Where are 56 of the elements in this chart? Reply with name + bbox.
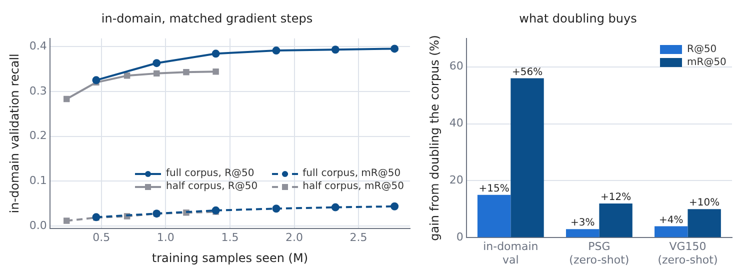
bar bbox=[688, 209, 721, 238]
x-tick-label: 2.5 bbox=[350, 230, 368, 244]
x-tick-label: 0.5 bbox=[92, 230, 110, 244]
data-label: +10% bbox=[689, 198, 720, 209]
bar bbox=[654, 226, 688, 238]
y-tick-label: 20 bbox=[449, 174, 464, 187]
legend-label: mR@50 bbox=[687, 57, 726, 68]
x-tick-label: PSG (zero-shot) bbox=[569, 240, 630, 266]
data-label: +15% bbox=[478, 184, 510, 195]
point bbox=[92, 76, 100, 84]
legend-label: full corpus, mR@50 bbox=[302, 168, 401, 180]
legend-label: R@50 bbox=[687, 44, 717, 56]
legend-label: half corpus, R@50 bbox=[166, 181, 258, 192]
bar bbox=[477, 194, 511, 238]
y-tick-label: 40 bbox=[449, 116, 464, 130]
point bbox=[154, 70, 160, 77]
point bbox=[124, 72, 130, 79]
point bbox=[331, 46, 340, 54]
x-tick-label: 1.0 bbox=[156, 230, 174, 244]
y-tick-label: 0 bbox=[456, 230, 464, 244]
point bbox=[152, 59, 161, 68]
point bbox=[390, 44, 399, 53]
chart-title: what doubling buys bbox=[519, 11, 637, 26]
legend-label: half corpus, mR@50 bbox=[302, 181, 404, 192]
y-tick-label: 0.0 bbox=[29, 219, 47, 232]
x-axis-title: training samples seen (M) bbox=[152, 250, 308, 265]
y-axis-title: gain from doubling the corpus (%) bbox=[427, 35, 442, 241]
y-tick-label: 0.2 bbox=[29, 129, 47, 142]
point bbox=[212, 50, 220, 58]
chart-title: in-domain, matched gradient steps bbox=[101, 11, 313, 26]
point bbox=[212, 68, 219, 75]
point bbox=[183, 68, 190, 76]
y-tick-label: 0.4 bbox=[29, 39, 47, 52]
y-axis-title: in-domain validation recall bbox=[7, 54, 22, 214]
x-tick-label: 1.5 bbox=[221, 230, 239, 244]
point bbox=[331, 203, 340, 212]
point bbox=[212, 206, 220, 214]
x-tick-label: in-domain val bbox=[483, 240, 538, 266]
x-tick-label: VG150 (zero-shot) bbox=[658, 240, 718, 266]
point bbox=[272, 46, 280, 55]
bar bbox=[599, 203, 632, 238]
x-tick-label: 2.0 bbox=[286, 230, 303, 244]
point bbox=[63, 96, 70, 102]
point bbox=[63, 218, 70, 224]
y-tick-label: 0.3 bbox=[29, 84, 47, 98]
legend-label: full corpus, R@50 bbox=[166, 168, 254, 180]
y-tick-label: 0.1 bbox=[29, 174, 47, 188]
data-label: +4% bbox=[659, 214, 684, 226]
data-label: +56% bbox=[512, 66, 543, 78]
point bbox=[272, 204, 280, 213]
bar bbox=[510, 78, 544, 238]
y-tick-label: 60 bbox=[449, 60, 464, 73]
data-label: +3% bbox=[570, 218, 595, 229]
data-label: +12% bbox=[600, 192, 632, 204]
bar bbox=[566, 229, 600, 238]
point bbox=[390, 202, 399, 210]
